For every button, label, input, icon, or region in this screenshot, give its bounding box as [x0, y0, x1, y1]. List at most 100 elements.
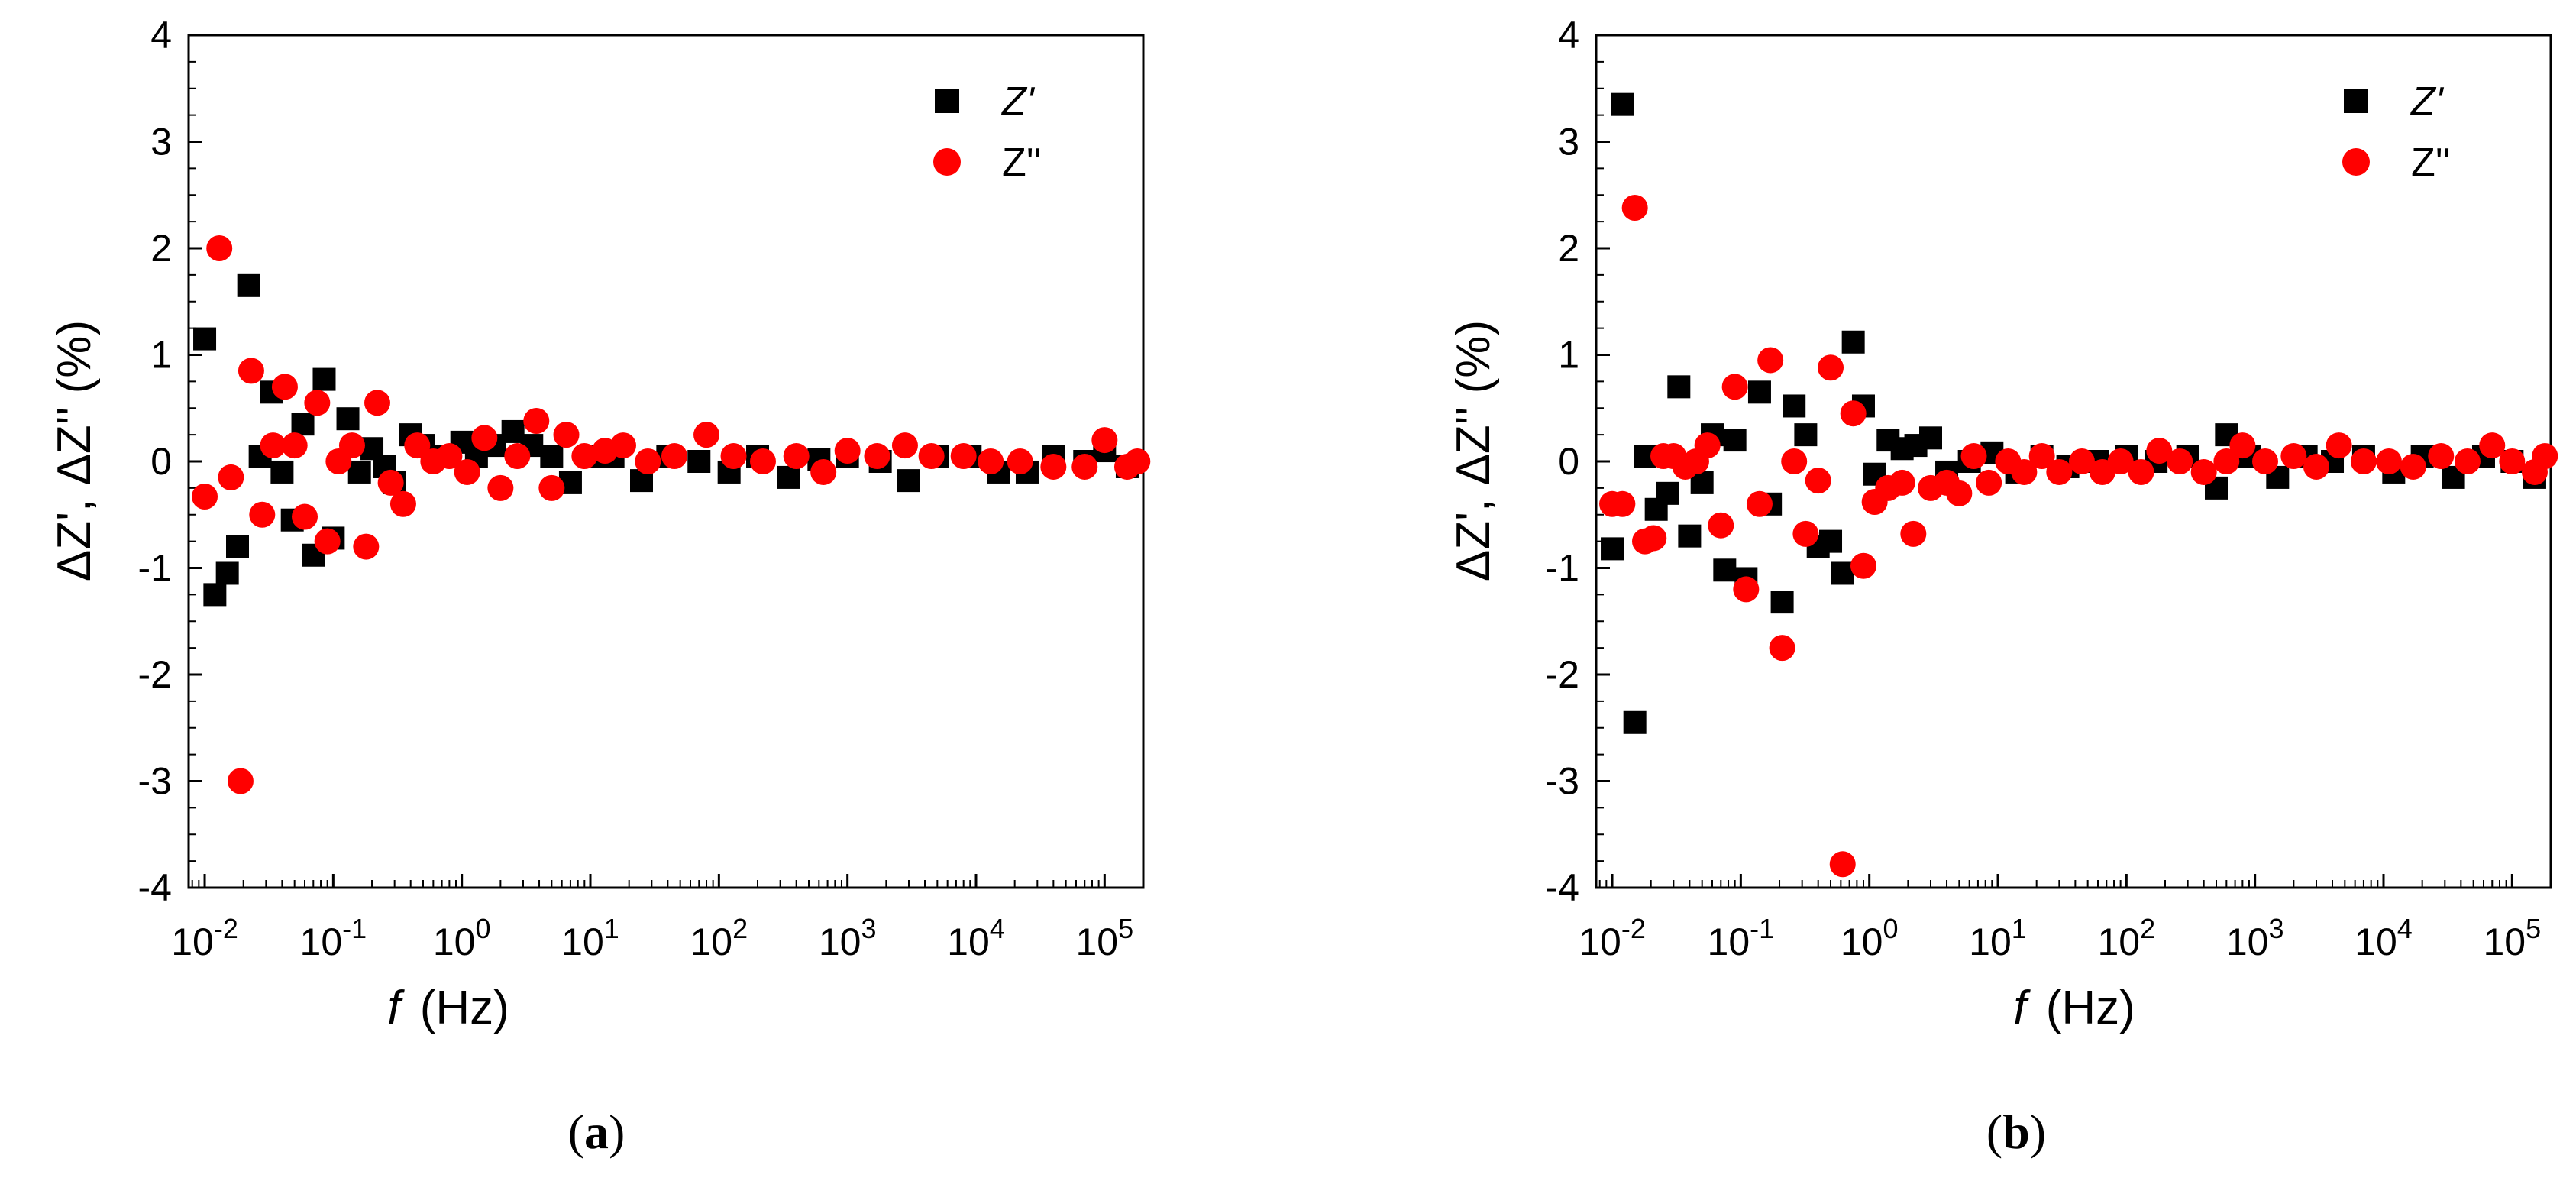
y-tick-label: -1 — [138, 547, 172, 590]
data-point-z-imag — [749, 448, 776, 474]
data-point-z-imag — [1840, 400, 1867, 427]
y-axis-title-a: ΔZ', ΔZ'' (%) — [48, 320, 101, 581]
data-point-z-imag — [1829, 851, 1856, 878]
data-point-z-real — [336, 407, 360, 431]
data-point-z-imag — [487, 474, 514, 501]
x-tick-base: 10 — [1076, 921, 1119, 963]
data-point-z-imag — [1850, 552, 1876, 579]
data-point-z-real — [1919, 426, 1942, 450]
x-tick-exponent: 1 — [2012, 913, 2027, 944]
data-point-z-imag — [1746, 490, 1773, 517]
data-point-z-imag — [918, 443, 945, 470]
x-tick-exponent: -1 — [342, 913, 367, 944]
x-tick-exponent: -1 — [1750, 913, 1774, 944]
panel-label-b-letter: b — [2002, 1105, 2030, 1159]
data-point-z-imag — [260, 432, 286, 459]
x-tick-label: 102 — [2098, 913, 2156, 963]
data-point-z-imag — [1640, 525, 1667, 552]
x-tick-label: 100 — [1841, 913, 1899, 963]
data-point-z-imag — [1769, 635, 1795, 662]
data-point-z-imag — [1733, 576, 1760, 603]
y-tick-label: 1 — [1558, 334, 1579, 377]
data-point-z-imag — [192, 484, 218, 510]
panel-label-a-letter: a — [584, 1105, 609, 1159]
x-tick-exponent: 3 — [2268, 913, 2283, 944]
x-axis-variable-b: f — [2013, 982, 2031, 1034]
data-point-z-imag — [2400, 453, 2426, 480]
x-tick-label: 101 — [1969, 913, 2027, 963]
data-point-z-imag — [1900, 520, 1927, 547]
data-point-z-imag — [693, 422, 720, 448]
data-point-z-real — [540, 445, 564, 468]
data-point-z-imag — [227, 768, 254, 794]
x-tick-exponent: 5 — [1118, 913, 1133, 944]
legend-label-z-real: Z' — [1000, 79, 1036, 124]
data-point-z-real — [687, 450, 711, 473]
x-tick-label: 105 — [1076, 913, 1134, 963]
legend-b: Z' Z'' — [2342, 79, 2451, 185]
data-point-z-imag — [238, 358, 264, 384]
x-tick-label: 101 — [561, 913, 619, 963]
data-point-z-imag — [978, 448, 1004, 474]
data-point-z-imag — [1621, 194, 1648, 221]
x-axis-variable-a: f — [387, 982, 405, 1034]
data-point-z-imag — [1818, 354, 1844, 381]
data-point-z-imag — [404, 432, 431, 459]
y-tick-label: -2 — [138, 653, 172, 696]
x-tick-base: 10 — [300, 921, 343, 963]
data-point-z-real — [226, 535, 250, 558]
data-point-z-imag — [249, 501, 276, 528]
data-point-z-real — [1819, 529, 1843, 553]
legend-label-z-real: Z' — [2410, 79, 2445, 124]
data-point-z-imag — [2011, 458, 2038, 485]
data-point-z-imag — [2326, 432, 2352, 459]
data-point-z-imag — [2375, 448, 2402, 474]
x-tick-label: 10-2 — [171, 913, 238, 963]
data-point-z-imag — [314, 528, 341, 555]
data-point-z-imag — [2167, 448, 2193, 474]
data-point-z-imag — [609, 432, 636, 459]
x-axis-title-a: f (Hz) — [387, 982, 509, 1034]
data-points-b — [1599, 92, 2558, 878]
data-point-z-imag — [2454, 448, 2481, 474]
data-point-z-real — [1747, 380, 1771, 404]
data-point-z-real — [1667, 375, 1691, 399]
data-point-z-imag — [1721, 374, 1748, 400]
data-point-z-imag — [218, 464, 244, 490]
data-point-z-imag — [2303, 453, 2329, 480]
x-tick-label: 10-1 — [1708, 913, 1775, 963]
y-tick-label: 3 — [1558, 121, 1579, 163]
y-axis-title-b: ΔZ', ΔZ'' (%) — [1447, 320, 1500, 581]
x-tick-label: 100 — [433, 913, 491, 963]
x-tick-label: 104 — [947, 913, 1005, 963]
data-point-z-imag — [1946, 480, 1973, 506]
y-tick-label: 2 — [1558, 227, 1579, 270]
data-point-z-imag — [389, 490, 416, 517]
data-point-z-imag — [338, 432, 365, 459]
data-point-z-imag — [661, 443, 687, 470]
data-point-z-imag — [891, 432, 918, 459]
y-tick-label: -3 — [138, 760, 172, 803]
data-point-z-imag — [1007, 448, 1033, 474]
data-point-z-imag — [2479, 432, 2506, 459]
data-point-z-real — [1713, 558, 1737, 582]
data-point-z-imag — [1091, 427, 1118, 454]
panel-label-b: (b) — [1986, 1105, 2046, 1159]
legend-marker-z-real — [2344, 89, 2368, 113]
x-tick-base: 10 — [1579, 921, 1621, 963]
data-point-z-imag — [2213, 448, 2240, 474]
x-tick-label: 103 — [2226, 913, 2284, 963]
y-tick-label: -1 — [1546, 547, 1579, 590]
x-tick-exponent: 4 — [990, 913, 1005, 944]
x-tick-exponent: -2 — [214, 913, 238, 944]
x-tick-label: 10-1 — [300, 913, 367, 963]
x-tick-base: 10 — [2484, 921, 2526, 963]
data-point-z-real — [237, 273, 260, 297]
data-point-z-real — [1723, 429, 1747, 452]
data-point-z-imag — [834, 438, 861, 464]
data-point-z-imag — [206, 235, 233, 261]
data-point-z-imag — [1757, 347, 1784, 374]
legend-label-z-imag: Z'' — [2411, 141, 2451, 185]
